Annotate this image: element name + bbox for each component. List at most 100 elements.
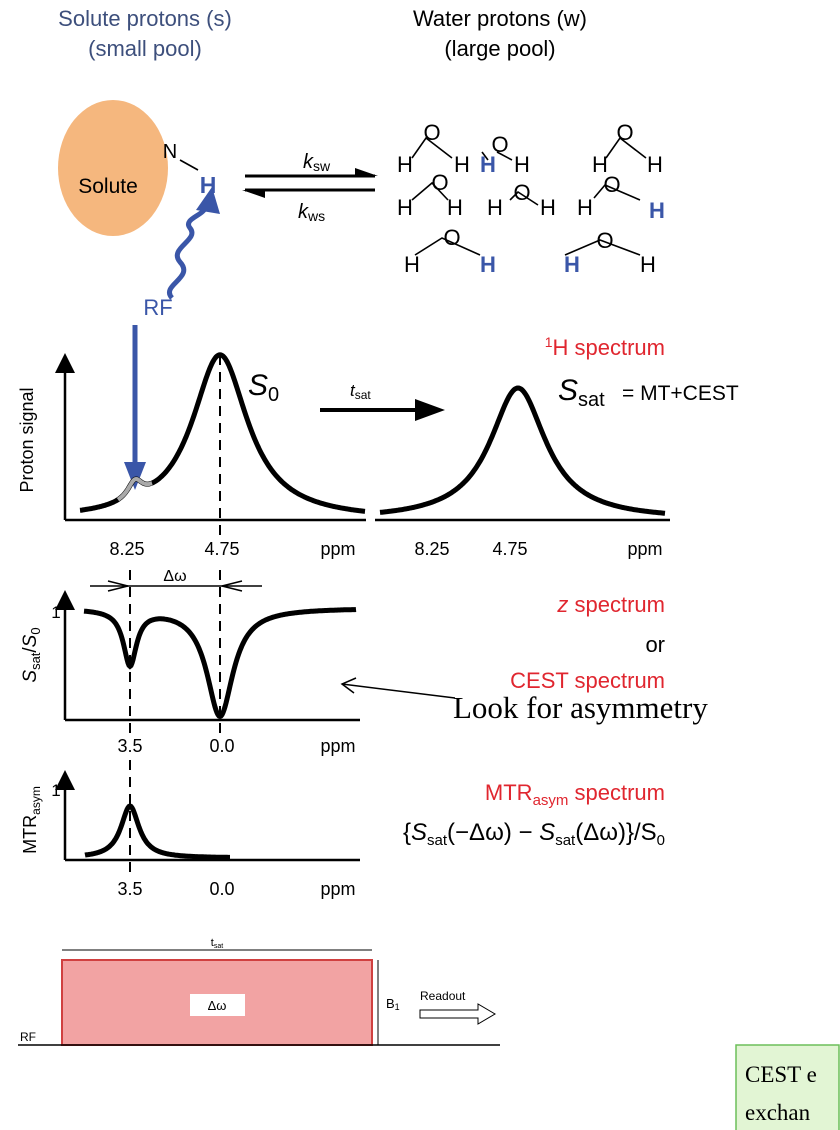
ssat-label: Ssat [558,374,605,411]
sub: 0 [268,384,279,406]
water-header: Water protons (w) [413,6,587,31]
hydrogen: H [404,252,420,277]
cest-title: CEST spectrum [510,668,665,693]
oxygen: O [431,170,448,195]
pulse-rf: RF [20,1030,36,1044]
sub: asym [29,786,43,815]
water-bonds [411,136,647,256]
rf-wave-head [196,187,220,214]
s: S [558,374,578,407]
k-sw: ksw [303,151,331,174]
tick-label: 4.75 [492,539,527,559]
hydrogen: H [564,252,580,277]
sub: sat [578,389,605,411]
sup: 1 [545,334,553,350]
oxygen: O [423,120,440,145]
k-sub: sw [313,158,331,174]
solute-peak [116,476,153,502]
nitrogen: N [163,141,177,163]
s: S [20,634,41,647]
forward-head [355,168,378,176]
z-title: z spectrum [556,592,665,617]
hydrogen: H [540,195,556,220]
oxygen: O [603,172,620,197]
z-spectrum [83,607,357,720]
annotation-head [340,677,357,694]
backward-head [242,190,265,198]
sub: sat [28,652,43,670]
s: S [20,670,41,683]
tick-label: ppm [320,879,355,899]
pulse-tsat: tsat [211,937,223,950]
oxygen: O [596,228,613,253]
sub: asym [533,792,569,809]
delta-head [221,580,243,592]
sub: 1 [395,1002,400,1012]
k: k [298,201,309,223]
tick-label: ppm [320,736,355,756]
tick-label: 8.25 [414,539,449,559]
hydrogen: H [480,152,496,177]
note-line: CEST e [745,1062,817,1087]
k-ws: kws [298,201,325,224]
main: H spectrum [553,335,665,360]
sub: 0 [657,832,665,849]
oxygen: O [616,120,633,145]
z: z [556,592,568,617]
b1-label: B1 [386,996,400,1012]
hydrogen: H [647,152,663,177]
slash: / [20,647,41,653]
tsat-label: tsat [350,381,371,402]
rest: spectrum [568,780,665,805]
h-spectrum-title: 1H spectrum [545,334,665,360]
rest: spectrum [568,592,665,617]
n-h-bond [179,159,199,171]
brace: { [403,819,411,846]
mtr-formula: {Ssat(−Δω) − Ssat(Δω)}/S0 [403,819,665,849]
solute-ellipse [58,100,168,236]
hydrogen: H [577,195,593,220]
tick-label: 3.5 [117,879,142,899]
oxygen: O [443,225,460,250]
ssat-note: = MT+CEST [622,382,739,405]
rf-arrow-head [124,462,146,490]
s: S [248,369,268,402]
tsat-head [415,399,445,421]
water-subheader: (large pool) [444,36,555,61]
s0-label: S0 [248,369,279,406]
sub: sat [355,388,372,402]
sub: sat [214,943,223,950]
delta-head [107,580,129,592]
k-sub: ws [307,208,325,224]
s: S [411,819,427,846]
t: t [211,937,214,949]
delta-box [190,994,245,1016]
main: MTR [485,780,533,805]
sub: 0 [28,627,43,634]
tick-label: ppm [627,539,662,559]
readout-arrow [419,1003,496,1025]
note-line: exchan [745,1100,811,1125]
k: k [303,151,314,173]
hydrogen: H [640,252,656,277]
mtr-title: MTRasym spectrum [485,780,665,809]
y-axis-label: MTRasym [20,786,43,854]
rf-wave [167,204,208,300]
tick-label: ppm [320,539,355,559]
s: S [539,819,555,846]
saturated-spectrum [379,385,666,516]
main: MTR [20,815,40,854]
hydrogen: H [447,195,463,220]
annotation: Look for asymmetry [453,690,708,725]
tick-label: 0.0 [209,879,234,899]
sub: sat [427,832,448,849]
hydrogen: H [649,198,665,223]
tick-label: 0.0 [209,736,234,756]
rf-label: RF [143,295,172,320]
delta-label: Δω [163,568,186,585]
hydrogen: H [480,252,496,277]
note-box [735,1044,840,1130]
